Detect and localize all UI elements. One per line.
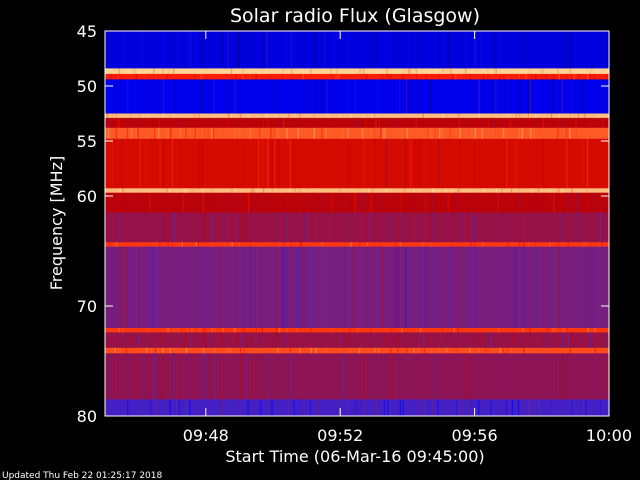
frequency-band-11 bbox=[105, 242, 609, 247]
frequency-band-2 bbox=[105, 73, 609, 80]
y-axis: 45 50 55 60 70 80 bbox=[77, 22, 609, 426]
x-tick-label: 10:00 bbox=[586, 426, 632, 445]
frequency-band-10 bbox=[105, 212, 609, 243]
frequency-band-13 bbox=[105, 328, 609, 333]
y-tick-label: 80 bbox=[77, 407, 97, 426]
spectrogram-texture bbox=[105, 31, 610, 416]
frequency-band-0 bbox=[105, 31, 609, 69]
frequency-band-15 bbox=[105, 347, 609, 354]
frequency-band-5 bbox=[105, 117, 609, 129]
frequency-band-12 bbox=[105, 246, 609, 329]
plot-area bbox=[104, 30, 610, 417]
y-tick-label: 50 bbox=[77, 77, 97, 96]
frequency-band-7 bbox=[105, 138, 609, 189]
frequency-band-3 bbox=[105, 79, 609, 114]
plot-frame bbox=[104, 30, 610, 417]
frequency-band-6 bbox=[105, 127, 609, 140]
y-tick-label: 70 bbox=[77, 297, 97, 316]
y-axis-label: Frequency [MHz] bbox=[47, 156, 66, 290]
frequency-band-8 bbox=[105, 188, 609, 194]
chart-title: Solar radio Flux (Glasgow) bbox=[230, 5, 480, 27]
x-tick-label: 09:48 bbox=[183, 426, 229, 445]
x-axis: 09:48 09:52 09:56 10:00 bbox=[183, 31, 632, 445]
y-tick-label: 60 bbox=[77, 187, 97, 206]
frequency-band-4 bbox=[105, 113, 609, 119]
frequency-band-14 bbox=[105, 332, 609, 349]
x-tick-label: 09:52 bbox=[317, 426, 363, 445]
frequency-band-9 bbox=[105, 192, 609, 213]
x-tick-label: 09:56 bbox=[452, 426, 498, 445]
frequency-band-16 bbox=[105, 353, 609, 400]
x-axis-label: Start Time (06-Mar-16 09:45:00) bbox=[225, 447, 484, 466]
frequency-band-17 bbox=[105, 399, 609, 417]
y-tick-label: 55 bbox=[77, 132, 97, 151]
y-tick-label: 45 bbox=[77, 22, 97, 41]
frequency-band-1 bbox=[105, 68, 609, 75]
footer-updated: Updated Thu Feb 22 01:25:17 2018 bbox=[2, 471, 163, 480]
